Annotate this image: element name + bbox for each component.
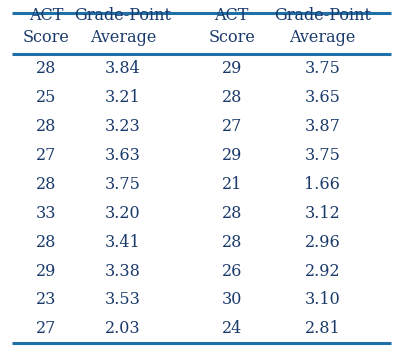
Text: 33: 33 bbox=[36, 205, 56, 222]
Text: 27: 27 bbox=[222, 118, 242, 135]
Text: 27: 27 bbox=[36, 147, 56, 164]
Text: 30: 30 bbox=[222, 291, 242, 309]
Text: 3.12: 3.12 bbox=[305, 205, 340, 222]
Text: 3.10: 3.10 bbox=[305, 291, 340, 309]
Text: 25: 25 bbox=[36, 89, 56, 106]
Text: 2.03: 2.03 bbox=[105, 320, 141, 337]
Text: 3.20: 3.20 bbox=[105, 205, 141, 222]
Text: 23: 23 bbox=[36, 291, 56, 309]
Text: 28: 28 bbox=[36, 118, 56, 135]
Text: 24: 24 bbox=[222, 320, 242, 337]
Text: 28: 28 bbox=[36, 176, 56, 193]
Text: 3.65: 3.65 bbox=[304, 89, 341, 106]
Text: 28: 28 bbox=[222, 205, 242, 222]
Text: 29: 29 bbox=[222, 60, 242, 77]
Text: 29: 29 bbox=[222, 147, 242, 164]
Text: 3.38: 3.38 bbox=[105, 263, 141, 279]
Text: 21: 21 bbox=[222, 176, 242, 193]
Text: 1.66: 1.66 bbox=[304, 176, 341, 193]
Text: 3.87: 3.87 bbox=[304, 118, 341, 135]
Text: 28: 28 bbox=[222, 89, 242, 106]
Text: 3.21: 3.21 bbox=[105, 89, 141, 106]
Text: 3.75: 3.75 bbox=[304, 60, 341, 77]
Text: 3.23: 3.23 bbox=[105, 118, 141, 135]
Text: 3.75: 3.75 bbox=[105, 176, 141, 193]
Text: Grade-Point
Average: Grade-Point Average bbox=[274, 7, 371, 46]
Text: 2.81: 2.81 bbox=[305, 320, 340, 337]
Text: 3.53: 3.53 bbox=[105, 291, 141, 309]
Text: 3.84: 3.84 bbox=[105, 60, 141, 77]
Text: ACT
Score: ACT Score bbox=[23, 7, 70, 46]
Text: 28: 28 bbox=[36, 234, 56, 251]
Text: 28: 28 bbox=[36, 60, 56, 77]
Text: ACT
Score: ACT Score bbox=[208, 7, 255, 46]
Text: 29: 29 bbox=[36, 263, 56, 279]
Text: 3.75: 3.75 bbox=[304, 147, 341, 164]
Text: Grade-Point
Average: Grade-Point Average bbox=[75, 7, 171, 46]
Text: 3.63: 3.63 bbox=[105, 147, 141, 164]
Text: 28: 28 bbox=[222, 234, 242, 251]
Text: 2.96: 2.96 bbox=[305, 234, 340, 251]
Text: 26: 26 bbox=[222, 263, 242, 279]
Text: 27: 27 bbox=[36, 320, 56, 337]
Text: 2.92: 2.92 bbox=[305, 263, 340, 279]
Text: 3.41: 3.41 bbox=[105, 234, 141, 251]
